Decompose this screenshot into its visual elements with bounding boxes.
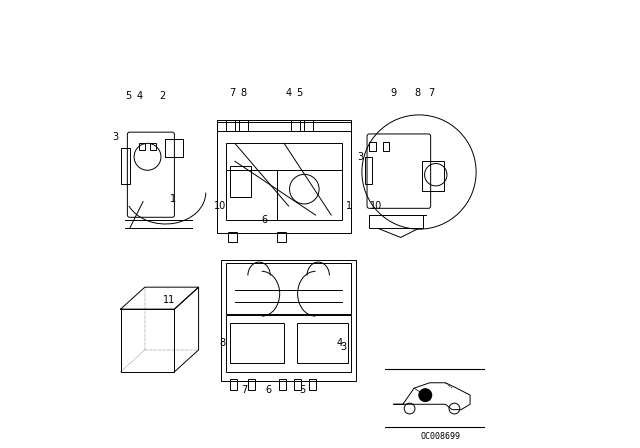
Bar — [217, 120, 351, 131]
Bar — [139, 143, 145, 150]
Bar — [383, 142, 390, 151]
Bar — [297, 323, 348, 363]
Bar — [121, 148, 130, 184]
Bar — [226, 315, 351, 372]
Text: 8: 8 — [220, 338, 225, 348]
Bar — [221, 260, 356, 381]
Bar — [150, 143, 157, 150]
Bar — [369, 142, 376, 151]
Text: 4: 4 — [336, 338, 342, 348]
Text: 2: 2 — [159, 91, 165, 101]
Text: 7: 7 — [241, 385, 247, 395]
Text: 7: 7 — [428, 88, 434, 98]
Text: 3: 3 — [112, 132, 118, 142]
Bar — [217, 122, 351, 233]
Bar — [365, 157, 372, 184]
Text: 1: 1 — [170, 194, 177, 204]
Bar — [239, 120, 248, 131]
Circle shape — [419, 389, 431, 401]
Text: 6: 6 — [266, 385, 271, 395]
Text: 4: 4 — [285, 88, 292, 98]
Bar — [226, 263, 351, 314]
Text: 1: 1 — [346, 201, 352, 211]
Text: 6: 6 — [261, 215, 267, 224]
Text: 5: 5 — [296, 88, 302, 98]
Text: 8: 8 — [415, 88, 420, 98]
Bar — [278, 232, 287, 242]
Text: 10: 10 — [214, 201, 226, 211]
Text: 4: 4 — [136, 91, 143, 101]
Bar — [279, 379, 286, 390]
Bar — [369, 215, 424, 228]
Text: 7: 7 — [230, 88, 236, 98]
Bar — [230, 379, 237, 390]
Text: 3: 3 — [357, 152, 364, 162]
Bar — [291, 120, 300, 131]
Bar — [309, 379, 316, 390]
Text: 8: 8 — [240, 88, 246, 98]
Text: OC008699: OC008699 — [421, 432, 461, 441]
Bar — [226, 120, 235, 131]
Text: 5: 5 — [125, 91, 132, 101]
Bar — [226, 143, 342, 220]
Bar — [422, 161, 444, 191]
Text: 3: 3 — [340, 342, 347, 352]
Bar — [294, 379, 301, 390]
Text: 10: 10 — [370, 201, 382, 211]
Text: 11: 11 — [163, 295, 175, 305]
Bar — [248, 379, 255, 390]
Text: 5: 5 — [299, 385, 305, 395]
Text: 9: 9 — [391, 88, 397, 98]
Bar — [230, 166, 251, 197]
Bar — [305, 120, 314, 131]
Bar — [228, 232, 237, 242]
Bar — [230, 323, 284, 363]
